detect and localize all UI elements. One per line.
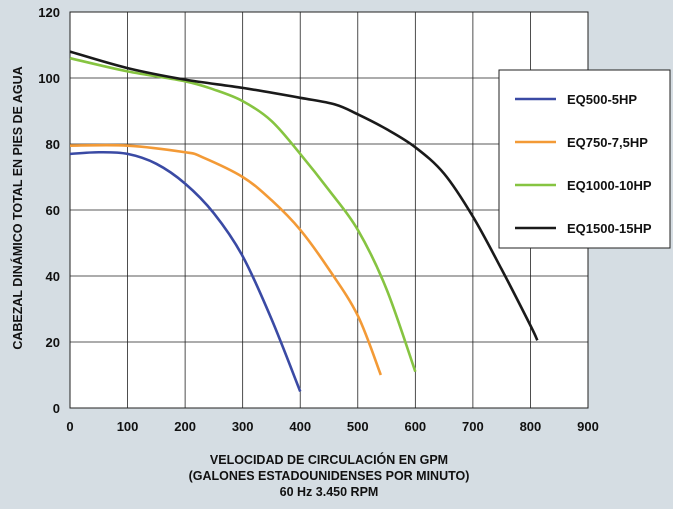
series-lines <box>69 50 539 392</box>
y-tick-label: 100 <box>38 71 60 86</box>
series-line <box>69 150 302 392</box>
x-axis-label: VELOCIDAD DE CIRCULACIÓN EN GPM <box>210 452 448 467</box>
legend: EQ500-5HP EQ750-7,5HP EQ1000-10HP EQ1500-15… <box>498 69 671 249</box>
series-line <box>69 143 383 376</box>
x-tick-label: 200 <box>174 419 196 434</box>
x-tick-label: 900 <box>577 419 599 434</box>
x-tick-label: 600 <box>404 419 426 434</box>
y-tick-label: 60 <box>46 203 60 218</box>
y-tick-label: 20 <box>46 335 60 350</box>
y-axis-label: CABEZAL DINÁMICO TOTAL EN PIES DE AGUA <box>10 66 25 349</box>
legend-entry-label: EQ1500-15HP <box>567 221 652 236</box>
x-tick-label: 700 <box>462 419 484 434</box>
tick-labels: 0 100 200 300 400 500 600 700 800 900 0 20 40 60 80 100… <box>38 5 599 434</box>
y-tick-label: 40 <box>46 269 60 284</box>
grid-lines <box>70 12 588 408</box>
series-line <box>69 56 417 373</box>
x-tick-label: 400 <box>289 419 311 434</box>
x-tick-label: 0 <box>66 419 73 434</box>
x-axis-label-line2: (GALONES ESTADOUNIDENSES POR MINUTO) <box>189 469 470 483</box>
y-tick-label: 80 <box>46 137 60 152</box>
x-tick-label: 100 <box>117 419 139 434</box>
x-tick-label: 500 <box>347 419 369 434</box>
x-tick-label: 800 <box>520 419 542 434</box>
y-tick-label: 0 <box>53 401 60 416</box>
legend-entry-label: EQ500-5HP <box>567 92 637 107</box>
x-axis-label-line3: 60 Hz 3.450 RPM <box>280 485 379 499</box>
x-tick-label: 300 <box>232 419 254 434</box>
y-tick-label: 120 <box>38 5 60 20</box>
legend-entry-label: EQ1000-10HP <box>567 178 652 193</box>
legend-entry-label: EQ750-7,5HP <box>567 135 648 150</box>
series-line <box>69 50 539 341</box>
